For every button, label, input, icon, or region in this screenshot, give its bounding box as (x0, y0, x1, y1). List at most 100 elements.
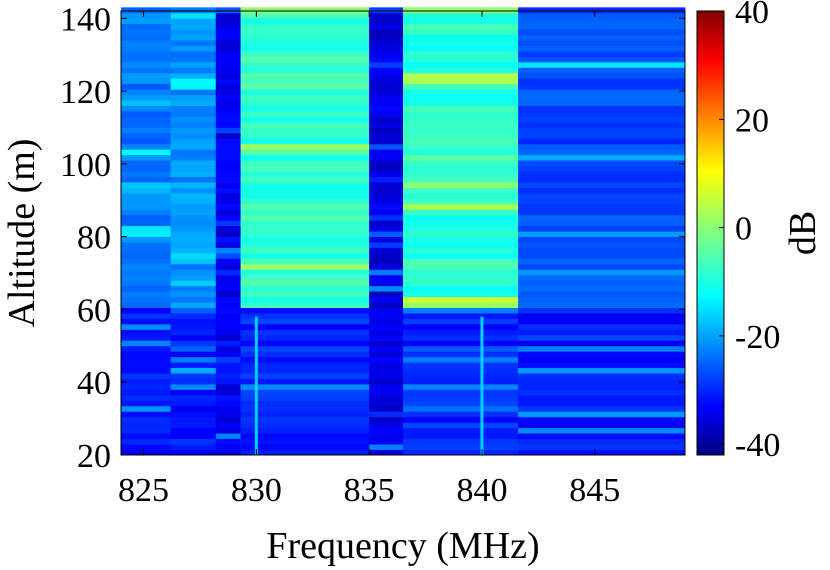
heatmap-cell-band-2 (215, 127, 241, 134)
heatmap-cell-band-5 (403, 45, 519, 52)
heatmap-cell-band-2 (215, 367, 241, 374)
heatmap-cell-band-1 (170, 165, 217, 172)
heatmap-cell-band-0 (121, 220, 172, 227)
heatmap-cell-band-2 (215, 83, 241, 90)
heatmap-cell-band-2 (215, 356, 241, 363)
heatmap-cell-band-3 (240, 143, 370, 150)
heatmap-cell-band-1 (170, 362, 217, 369)
heatmap-cell-band-3 (240, 351, 370, 358)
heatmap-cell-band-4 (369, 122, 404, 128)
heatmap-cell-band-5 (403, 433, 519, 440)
heatmap-cell-band-2 (215, 258, 241, 265)
heatmap-cell-band-5 (403, 384, 519, 390)
heatmap-cell-band-3 (240, 203, 370, 210)
heatmap-cell-band-2 (215, 209, 241, 216)
heatmap-cell-band-5 (403, 427, 519, 434)
heatmap-cell-band-6 (518, 334, 686, 341)
heatmap-cell-band-2 (215, 438, 241, 445)
heatmap-cell-band-3 (240, 345, 370, 352)
y-tick-label: 80 (77, 220, 111, 257)
heatmap-cell-band-1 (170, 400, 217, 407)
heatmap-cell-band-3 (240, 182, 370, 188)
heatmap-cell-band-4 (369, 389, 404, 396)
heatmap-cell-band-2 (215, 187, 241, 194)
heatmap-cell-band-0 (121, 127, 172, 134)
heatmap-cell-band-4 (369, 274, 404, 281)
heatmap-cell-band-0 (121, 394, 172, 401)
heatmap-cell-band-0 (121, 345, 172, 352)
heatmap-cell-band-4 (369, 362, 404, 369)
heatmap-cell-band-2 (215, 416, 241, 423)
heatmap-cell-band-6 (518, 23, 686, 30)
heatmap-cell-band-5 (403, 253, 519, 259)
heatmap-cell-band-1 (170, 367, 217, 374)
heatmap-cell-band-6 (518, 12, 686, 19)
heatmap-cell-band-6 (518, 203, 686, 210)
heatmap-cell-band-4 (369, 384, 404, 390)
heatmap-cell-band-4 (369, 198, 404, 205)
heatmap-cell-band-4 (369, 89, 404, 96)
heatmap-cell-band-0 (121, 318, 172, 325)
heatmap-cell-band-0 (121, 12, 172, 19)
heatmap-cell-band-3 (240, 334, 370, 341)
heatmap-cell-band-1 (170, 154, 217, 161)
heatmap-cell-band-6 (518, 67, 686, 74)
heatmap-cell-band-6 (518, 362, 686, 369)
heatmap-cell-band-3 (240, 105, 370, 112)
heatmap-cell-band-1 (170, 302, 217, 309)
heatmap-cell-band-6 (518, 72, 686, 79)
heatmap-cell-band-6 (518, 165, 686, 172)
heatmap-cell-band-1 (170, 187, 217, 194)
heatmap-cell-band-1 (170, 7, 217, 14)
heatmap-cell-band-5 (403, 111, 519, 117)
colorbar-tick-label: 20 (735, 102, 769, 139)
heatmap-cell-band-1 (170, 12, 217, 19)
spur-line-1 (480, 316, 484, 455)
x-tick-label: 825 (118, 472, 169, 509)
y-tick-label: 40 (77, 365, 111, 402)
heatmap-cell-band-5 (403, 280, 519, 287)
heatmap-cell-band-1 (170, 132, 217, 139)
heatmap-cell-band-4 (369, 313, 404, 319)
heatmap-cell-band-4 (369, 253, 404, 259)
heatmap-cell-band-5 (403, 203, 519, 210)
heatmap-cell-band-1 (170, 122, 217, 128)
heatmap-cell-band-5 (403, 416, 519, 423)
heatmap-cell-band-5 (403, 242, 519, 248)
heatmap-cell-band-6 (518, 263, 686, 270)
heatmap-cell-band-6 (518, 61, 686, 68)
heatmap-cell-band-4 (369, 318, 404, 325)
heatmap-cell-band-0 (121, 45, 172, 52)
heatmap-cell-band-3 (240, 405, 370, 412)
heatmap-cell-band-0 (121, 83, 172, 90)
heatmap-cell-band-6 (518, 253, 686, 259)
heatmap-cell-band-3 (240, 198, 370, 205)
heatmap-cell-band-6 (518, 171, 686, 177)
heatmap-cell-band-5 (403, 236, 519, 243)
heatmap-cell-band-3 (240, 187, 370, 194)
heatmap-cell-band-2 (215, 7, 241, 14)
heatmap-cell-band-1 (170, 18, 217, 25)
heatmap-cell-band-1 (170, 61, 217, 68)
heatmap-cell-band-1 (170, 231, 217, 238)
heatmap-cell-band-1 (170, 176, 217, 183)
heatmap-cell-band-2 (215, 345, 241, 352)
heatmap-cell-band-0 (121, 67, 172, 74)
heatmap-cell-band-0 (121, 18, 172, 25)
heatmap-cell-band-6 (518, 427, 686, 434)
heatmap-cell-band-1 (170, 340, 217, 347)
heatmap-cell-band-5 (403, 149, 519, 156)
heatmap-cell-band-6 (518, 18, 686, 25)
heatmap-cell-band-2 (215, 72, 241, 79)
heatmap-cell-band-5 (403, 143, 519, 150)
heatmap-cell-band-4 (369, 171, 404, 177)
heatmap-cell-band-1 (170, 45, 217, 52)
heatmap-cell-band-5 (403, 329, 519, 336)
colorbar (696, 10, 725, 456)
heatmap-cell-band-3 (240, 340, 370, 347)
heatmap-cell-band-5 (403, 291, 519, 298)
heatmap-cell-band-6 (518, 280, 686, 287)
heatmap-cell-band-3 (240, 269, 370, 276)
heatmap-cell-band-1 (170, 438, 217, 445)
heatmap-cell-band-4 (369, 220, 404, 227)
